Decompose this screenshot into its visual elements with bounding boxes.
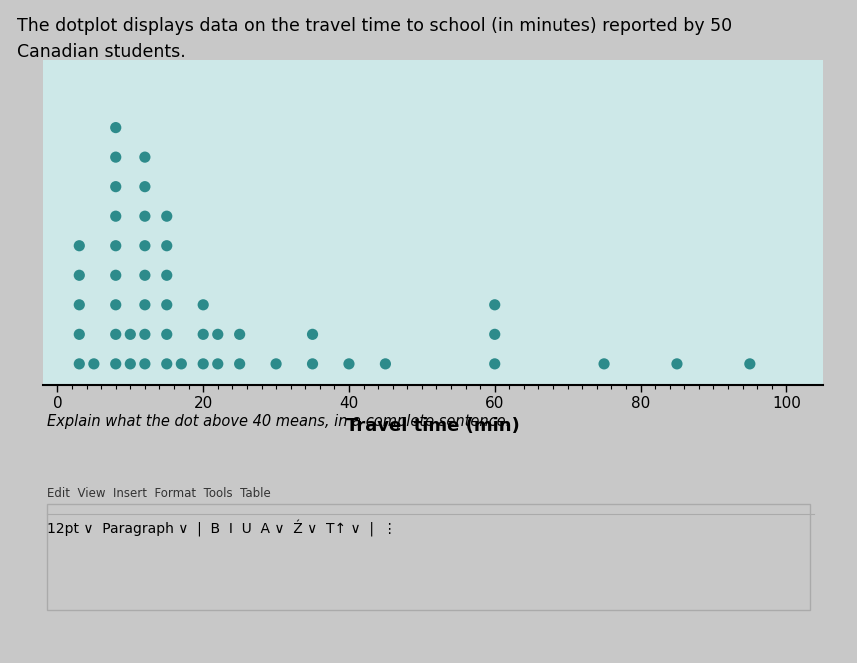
Point	[488, 300, 501, 310]
Point	[73, 270, 87, 280]
Point	[160, 329, 174, 339]
Point	[233, 359, 247, 369]
Point	[175, 359, 189, 369]
Point	[109, 329, 123, 339]
Point	[743, 359, 757, 369]
Point	[109, 122, 123, 133]
Point	[73, 329, 87, 339]
Point	[196, 359, 210, 369]
Text: Canadian students.: Canadian students.	[17, 43, 186, 61]
Point	[138, 329, 152, 339]
Point	[123, 329, 137, 339]
Point	[138, 182, 152, 192]
Point	[488, 329, 501, 339]
Point	[73, 241, 87, 251]
Point	[73, 300, 87, 310]
Point	[211, 359, 225, 369]
Text: Explain what the dot above 40 means, in a complete sentence.: Explain what the dot above 40 means, in …	[47, 414, 511, 430]
Point	[109, 241, 123, 251]
Point	[597, 359, 611, 369]
Point	[233, 329, 247, 339]
Point	[342, 359, 356, 369]
Point	[73, 359, 87, 369]
Point	[138, 241, 152, 251]
Point	[211, 329, 225, 339]
Point	[160, 211, 174, 221]
Point	[87, 359, 101, 369]
Text: Edit  View  Insert  Format  Tools  Table: Edit View Insert Format Tools Table	[47, 487, 271, 501]
Text: 12pt ∨  Paragraph ∨  |  B  I  U  A ∨  Ź ∨  T↑ ∨  |  ⋮: 12pt ∨ Paragraph ∨ | B I U A ∨ Ź ∨ T↑ ∨ …	[47, 520, 397, 538]
Point	[269, 359, 283, 369]
Point	[379, 359, 393, 369]
Point	[196, 300, 210, 310]
Point	[488, 359, 501, 369]
X-axis label: Travel time (min): Travel time (min)	[346, 417, 519, 435]
Point	[160, 270, 174, 280]
Point	[138, 270, 152, 280]
Point	[109, 270, 123, 280]
Point	[160, 359, 174, 369]
Point	[306, 329, 320, 339]
Point	[160, 241, 174, 251]
Point	[196, 329, 210, 339]
Point	[138, 300, 152, 310]
Point	[123, 359, 137, 369]
Point	[109, 152, 123, 162]
Point	[306, 359, 320, 369]
Point	[109, 359, 123, 369]
Point	[138, 211, 152, 221]
Text: The dotplot displays data on the travel time to school (in minutes) reported by : The dotplot displays data on the travel …	[17, 17, 732, 34]
Point	[109, 182, 123, 192]
Point	[109, 300, 123, 310]
Point	[160, 300, 174, 310]
Point	[138, 359, 152, 369]
Point	[670, 359, 684, 369]
Point	[109, 211, 123, 221]
Point	[138, 152, 152, 162]
